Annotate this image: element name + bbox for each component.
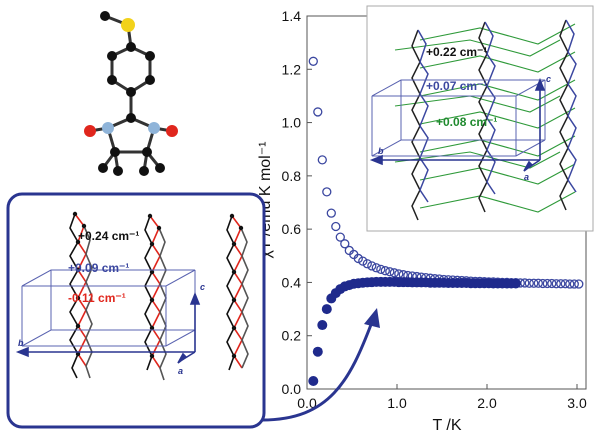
atom-carbon (107, 75, 117, 85)
atom-carbon (145, 51, 155, 61)
atom-carbon (98, 163, 108, 173)
atom-carbon (145, 75, 155, 85)
atom-carbon (107, 51, 117, 61)
chain-atoms (72, 211, 244, 359)
lower-left-structure-panel: c b a +0.24 cm⁻¹ +0.09 cm⁻¹ -0.11 cm⁻¹ (6, 192, 266, 429)
data-point-filled (321, 304, 332, 315)
x-tick-label: 0.0 (297, 395, 317, 411)
data-point-open (542, 278, 552, 289)
data-point-open (389, 268, 399, 278)
coupling-label: +0.09 cm⁻¹ (68, 261, 129, 275)
data-point-open (385, 267, 395, 277)
data-point-open (362, 259, 372, 269)
atom-carbon (142, 147, 152, 157)
data-point-open (565, 279, 575, 289)
data-point-open (551, 279, 561, 289)
y-tick-label: 0.4 (282, 274, 302, 290)
inset-axis-b-label: b (378, 146, 384, 156)
atom-sulfur (121, 18, 135, 32)
data-point-open (322, 187, 332, 197)
data-point-open (560, 279, 570, 289)
inset-cell-box (371, 79, 546, 157)
inset-axis-a-label: a (524, 172, 529, 182)
data-point-open (326, 208, 336, 218)
atom-nitrogen (102, 122, 114, 134)
atom-carbon (113, 166, 123, 176)
x-tick-label: 2.0 (477, 395, 497, 411)
data-point-open (353, 253, 363, 264)
atom-carbon (110, 147, 120, 157)
y-tick-label: 1.0 (282, 115, 302, 131)
inset-axis-c-label: c (546, 74, 551, 84)
axis-c-label: c (200, 282, 205, 292)
atom-carbon (126, 42, 136, 52)
x-tick-label: 3.0 (567, 395, 587, 411)
data-point-open (340, 239, 350, 249)
atom-oxygen (166, 125, 178, 137)
data-point-open (376, 264, 386, 275)
coupling-label: -0.11 cm⁻¹ (68, 291, 126, 305)
upper-right-structure-panel: c b a +0.22 cm⁻¹ +0.07 cm⁻¹ +0.08 cm⁻¹ (366, 5, 594, 232)
y-tick-label: 0.2 (282, 328, 302, 344)
y-tick-label: 1.2 (282, 61, 302, 77)
data-point-open (538, 278, 548, 289)
coupling-label: +0.24 cm⁻¹ (78, 229, 139, 243)
atom-carbon (155, 163, 165, 173)
axis-a-label: a (178, 366, 183, 376)
data-point-open (556, 279, 566, 289)
data-point-open (533, 278, 543, 288)
atom-carbon (100, 11, 110, 21)
data-point-open (524, 278, 534, 288)
axis-b-label: b (18, 338, 24, 348)
callout-arrow (261, 321, 374, 422)
atom-carbon (126, 113, 136, 123)
data-point-open (574, 279, 584, 289)
data-point-open (380, 266, 390, 276)
data-point-open (358, 256, 368, 266)
data-point-open (529, 278, 539, 288)
x-tick-label: 1.0 (387, 395, 407, 411)
coupling-label: +0.08 cm⁻¹ (436, 115, 497, 129)
coupling-label: +0.07 cm⁻¹ (426, 79, 487, 93)
atom-oxygen (84, 125, 96, 137)
inset-axis-arrows (369, 77, 546, 172)
y-tick-label: 1.4 (282, 8, 302, 24)
coupling-label: +0.22 cm⁻¹ (426, 45, 487, 59)
inset-chains (411, 19, 577, 221)
crystal-axis-arrows (15, 291, 201, 364)
atom-carbon (139, 166, 149, 176)
x-axis-label: T /K (432, 417, 461, 434)
data-point-open (331, 221, 341, 232)
y-tick-label: 0.0 (282, 381, 302, 397)
y-tick-label: 0.6 (282, 221, 302, 237)
data-point-open (569, 279, 579, 289)
atom-carbon (126, 87, 136, 97)
data-point-filled (312, 346, 323, 357)
data-point-open (313, 107, 323, 117)
data-point-open (371, 263, 381, 273)
data-point-open (317, 155, 327, 165)
data-point-open (367, 261, 377, 271)
data-point-open (308, 56, 318, 66)
x-axis-ticks: 0.0 1.0 2.0 3.0 (297, 384, 587, 411)
y-tick-label: 0.8 (282, 168, 302, 184)
data-point-open (520, 278, 530, 288)
atom-nitrogen (148, 122, 160, 134)
molecule-structure (84, 11, 178, 176)
series-filled-circles (308, 276, 521, 387)
data-point-open (547, 278, 557, 289)
y-axis-ticks: 0.0 0.2 0.4 0.6 0.8 1.0 1.2 1.4 (282, 8, 312, 397)
data-point-filled (510, 278, 521, 289)
data-point-open (335, 232, 345, 242)
data-point-filled (317, 320, 328, 331)
callout-arrowhead (364, 308, 380, 328)
data-point-filled (308, 376, 319, 387)
